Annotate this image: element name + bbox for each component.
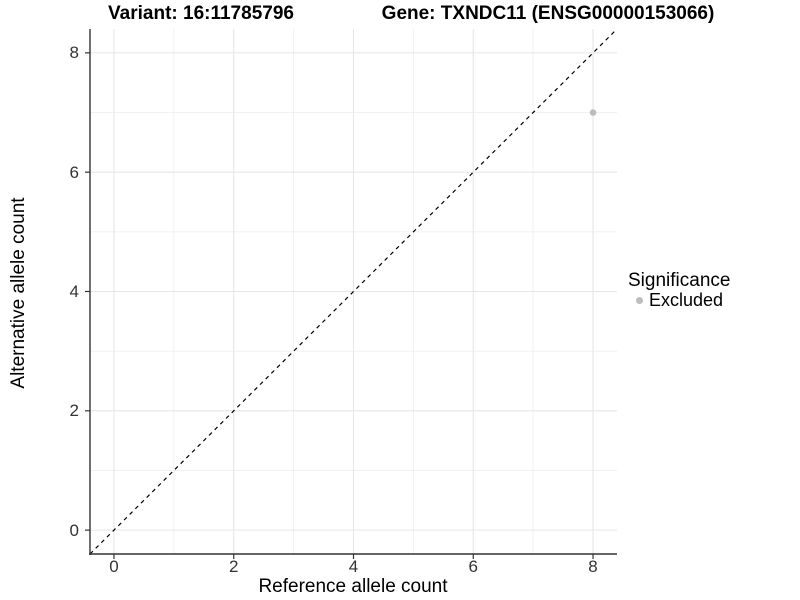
x-tick-label: 2: [228, 557, 239, 576]
plot-title-variant: Variant: 16:11785796: [108, 3, 294, 24]
y-tick-label: 6: [69, 162, 79, 182]
y-tick-label: 0: [69, 520, 79, 540]
x-tick-label: 4: [348, 557, 359, 576]
legend-item-label: Excluded: [649, 290, 724, 310]
plot-title-gene: Gene: TXNDC11 (ENSG00000153066): [381, 3, 715, 24]
legend-title: Significance: [628, 270, 731, 291]
legend-item: Excluded: [628, 290, 730, 310]
y-tick-label: 8: [69, 43, 79, 63]
identity-dashed-line: [89, 28, 618, 555]
legend-swatch-excluded-icon: [636, 297, 643, 304]
data-point-excluded: [589, 109, 597, 116]
x-tick-label: 6: [468, 557, 478, 576]
y-tick-label: 4: [69, 282, 79, 301]
x-tick-label: 8: [588, 557, 598, 576]
y-tick-label: 2: [69, 401, 79, 421]
x-tick-label: 0: [109, 557, 119, 576]
legend: Significance Excluded: [628, 270, 731, 311]
x-axis-title: Reference allele count: [258, 576, 448, 597]
y-axis-title: Alternative allele count: [8, 197, 29, 389]
legend-items: Excluded: [628, 290, 730, 310]
